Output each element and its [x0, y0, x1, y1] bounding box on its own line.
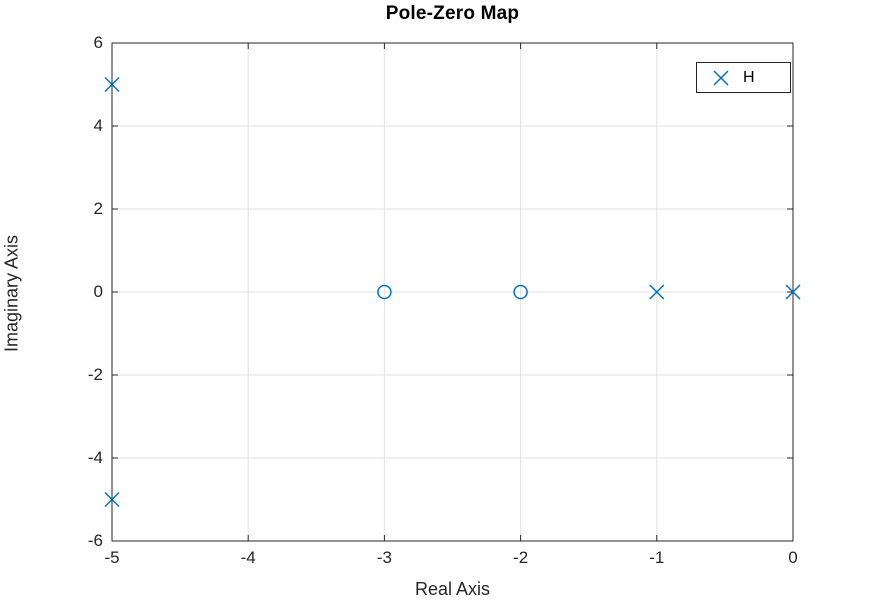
- x-tick-label: -2: [513, 548, 529, 567]
- pole-marker: [785, 284, 801, 300]
- x-tick-label: -1: [649, 548, 665, 567]
- y-tick-label: 0: [93, 282, 103, 301]
- x-axis-label: Real Axis: [414, 579, 491, 599]
- y-tick-label: 4: [93, 116, 103, 135]
- y-tick-label: 6: [93, 33, 103, 52]
- pole-marker: [104, 491, 120, 508]
- pole-marker-icon: [713, 69, 729, 86]
- zero-marker: [377, 284, 392, 300]
- pole-marker: [649, 284, 665, 300]
- x-tick-label: -3: [376, 548, 392, 567]
- pole-marker: [104, 76, 120, 93]
- y-tick-label: 2: [93, 199, 103, 218]
- zero-marker: [513, 284, 528, 300]
- legend-pole-glyph: [713, 69, 729, 86]
- y-tick-label: -4: [87, 448, 103, 467]
- x-tick-label: -4: [240, 548, 256, 567]
- y-axis-label: Imaginary Axis: [1, 234, 22, 353]
- legend-item-label: H: [743, 68, 755, 86]
- chart-title: Pole-Zero Map: [385, 3, 520, 24]
- legend: H: [696, 62, 791, 93]
- y-tick-label: -2: [87, 365, 103, 384]
- x-tick-label: -5: [104, 548, 120, 567]
- x-tick-label: 0: [788, 548, 798, 567]
- y-tick-label: -6: [87, 531, 103, 550]
